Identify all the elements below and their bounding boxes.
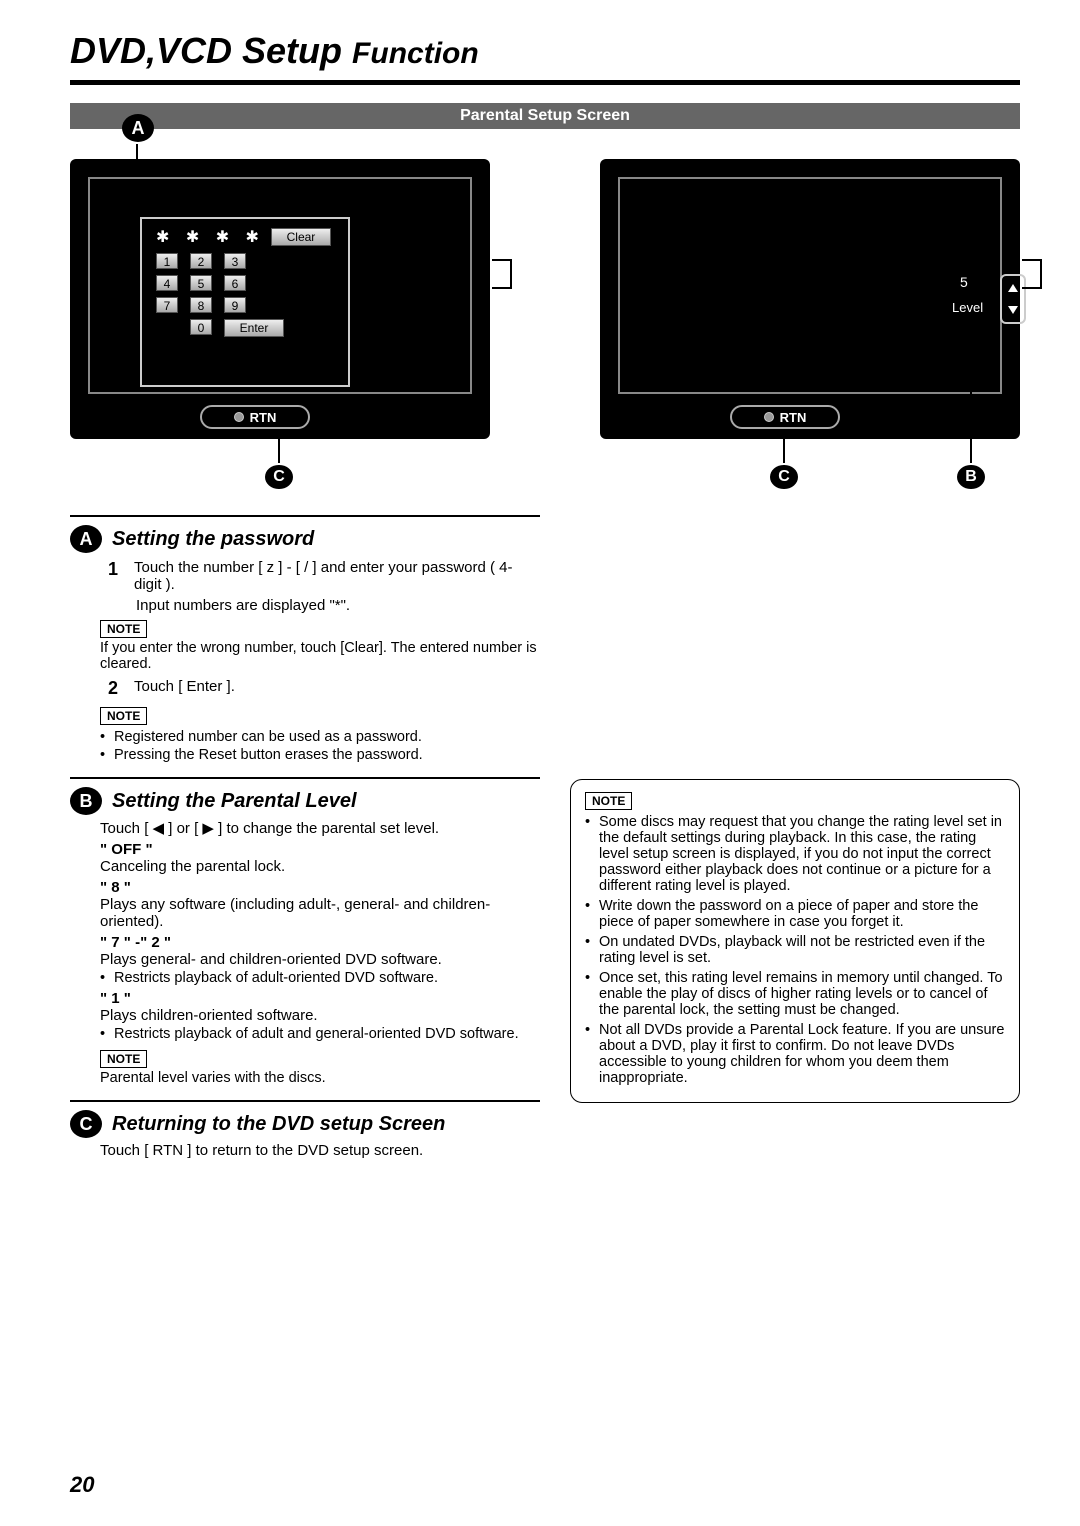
badge-c: C — [265, 465, 293, 489]
note-tag: NOTE — [100, 620, 147, 638]
screen-left: ✱ ✱ ✱ ✱ Clear 1 2 3 4 5 6 7 — [70, 159, 490, 439]
screen-inner: 5 Level — [618, 177, 1002, 394]
badge-a-leader: A — [122, 114, 154, 142]
note-bullet: On undated DVDs, playback will not be re… — [585, 934, 1005, 966]
badge-a: A — [122, 114, 154, 142]
key-4[interactable]: 4 — [156, 275, 178, 291]
bracket-icon — [492, 259, 512, 289]
screen-inner: ✱ ✱ ✱ ✱ Clear 1 2 3 4 5 6 7 — [88, 177, 472, 394]
keypad-box: ✱ ✱ ✱ ✱ Clear 1 2 3 4 5 6 7 — [140, 217, 350, 387]
section-b-title: Setting the Parental Level — [112, 790, 357, 813]
note-tag: NOTE — [100, 1050, 147, 1068]
rtn-led-icon — [234, 412, 244, 422]
badge-c: C — [770, 465, 798, 489]
password-mask: ✱ ✱ ✱ ✱ — [156, 227, 265, 247]
step-2: 2 Touch [ Enter ]. — [108, 678, 540, 699]
key-9[interactable]: 9 — [224, 297, 246, 313]
level-off-label: " OFF " — [100, 841, 540, 858]
rtn-led-icon — [764, 412, 774, 422]
level-8-desc: Plays any software (including adult-, ge… — [100, 896, 540, 930]
step-1: 1 Touch the number [ z ] - [ / ] and ent… — [108, 559, 540, 593]
badge-c-leader-2: C — [770, 465, 798, 489]
left-column: A Setting the password 1 Touch the numbe… — [70, 509, 540, 1159]
bullet: Restricts playback of adult and general-… — [100, 1026, 540, 1042]
section-a-head: A Setting the password — [70, 525, 540, 553]
key-5[interactable]: 5 — [190, 275, 212, 291]
badge-a: A — [70, 525, 102, 553]
level-72-bullets: Restricts playback of adult-oriented DVD… — [100, 970, 540, 986]
level-1-desc: Plays children-oriented software. — [100, 1007, 540, 1024]
key-2[interactable]: 2 — [190, 253, 212, 269]
keypad-display: ✱ ✱ ✱ ✱ Clear — [156, 227, 340, 247]
key-6[interactable]: 6 — [224, 275, 246, 291]
key-1[interactable]: 1 — [156, 253, 178, 269]
level-8-label: " 8 " — [100, 879, 540, 896]
note-tag: NOTE — [100, 707, 147, 725]
note-bullet: Write down the password on a piece of pa… — [585, 898, 1005, 930]
section-b-intro: Touch [ ◀ ] or [ ▶ ] to change the paren… — [100, 819, 540, 837]
level-value: 5 — [960, 274, 968, 290]
bracket-icon — [1022, 259, 1042, 289]
rtn-label: RTN — [780, 410, 807, 425]
key-7[interactable]: 7 — [156, 297, 178, 313]
right-column: NOTE Some discs may request that you cha… — [570, 509, 1020, 1159]
rtn-button-left[interactable]: RTN — [200, 405, 310, 429]
title-sub: Function — [352, 37, 479, 70]
badge-c-leader-1: C — [265, 465, 293, 489]
enter-button[interactable]: Enter — [224, 319, 284, 337]
key-8[interactable]: 8 — [190, 297, 212, 313]
screen-right-wrap: 5 Level RTN C B — [600, 159, 1020, 439]
section-a-title: Setting the password — [112, 528, 314, 551]
note-tag: NOTE — [585, 792, 632, 810]
divider — [70, 777, 540, 779]
page-number: 20 — [70, 1472, 94, 1498]
note-list: Registered number can be used as a passw… — [100, 729, 540, 763]
note-bullet: Once set, this rating level remains in m… — [585, 970, 1005, 1018]
rtn-button-right[interactable]: RTN — [730, 405, 840, 429]
level-control: 5 Level — [930, 274, 1030, 344]
level-72-desc: Plays general- and children-oriented DVD… — [100, 951, 540, 968]
clear-button[interactable]: Clear — [271, 228, 331, 246]
level-label: Level — [952, 300, 983, 315]
section-c-title: Returning to the DVD setup Screen — [112, 1113, 445, 1136]
note-text: Parental level varies with the discs. — [100, 1070, 540, 1086]
divider — [70, 80, 1020, 85]
note-bullet: Not all DVDs provide a Parental Lock fea… — [585, 1022, 1005, 1086]
note-box: NOTE Some discs may request that you cha… — [570, 779, 1020, 1103]
badge-c: C — [70, 1110, 102, 1138]
level-1-label: " 1 " — [100, 990, 540, 1007]
section-b-head: B Setting the Parental Level — [70, 787, 540, 815]
level-1-bullets: Restricts playback of adult and general-… — [100, 1026, 540, 1042]
divider — [70, 1100, 540, 1102]
level-72-label: " 7 " -" 2 " — [100, 934, 540, 951]
level-off-desc: Canceling the parental lock. — [100, 858, 540, 875]
note-bullet: Some discs may request that you change t… — [585, 814, 1005, 894]
step-num: 2 — [108, 678, 124, 699]
screen-left-wrap: A ✱ ✱ ✱ ✱ Clear 1 2 3 4 — [70, 159, 490, 439]
divider — [70, 515, 540, 517]
title-main: DVD,VCD Setup — [70, 30, 342, 71]
step-text: Touch the number [ z ] - [ / ] and enter… — [134, 559, 540, 593]
section-c-text: Touch [ RTN ] to return to the DVD setup… — [100, 1142, 540, 1159]
step-text: Touch [ Enter ]. — [134, 678, 235, 699]
badge-b: B — [70, 787, 102, 815]
note-box-list: Some discs may request that you change t… — [585, 814, 1005, 1086]
bullet: Restricts playback of adult-oriented DVD… — [100, 970, 540, 986]
body-columns: A Setting the password 1 Touch the numbe… — [70, 509, 1020, 1159]
badge-b-leader: B — [957, 465, 985, 489]
rtn-label: RTN — [250, 410, 277, 425]
step-num: 1 — [108, 559, 124, 593]
badge-b: B — [957, 465, 985, 489]
header-bar: Parental Setup Screen — [70, 103, 1020, 129]
page-title: DVD,VCD Setup Function — [70, 30, 1020, 72]
section-c-head: C Returning to the DVD setup Screen — [70, 1110, 540, 1138]
key-3[interactable]: 3 — [224, 253, 246, 269]
note-bullet: Pressing the Reset button erases the pas… — [100, 747, 540, 763]
note-bullet: Registered number can be used as a passw… — [100, 729, 540, 745]
key-0[interactable]: 0 — [190, 319, 212, 335]
screen-right: 5 Level RTN — [600, 159, 1020, 439]
note-text: If you enter the wrong number, touch [Cl… — [100, 640, 540, 672]
screens-row: A ✱ ✱ ✱ ✱ Clear 1 2 3 4 — [70, 159, 1020, 439]
step-1-sub: Input numbers are displayed "*". — [136, 597, 540, 614]
